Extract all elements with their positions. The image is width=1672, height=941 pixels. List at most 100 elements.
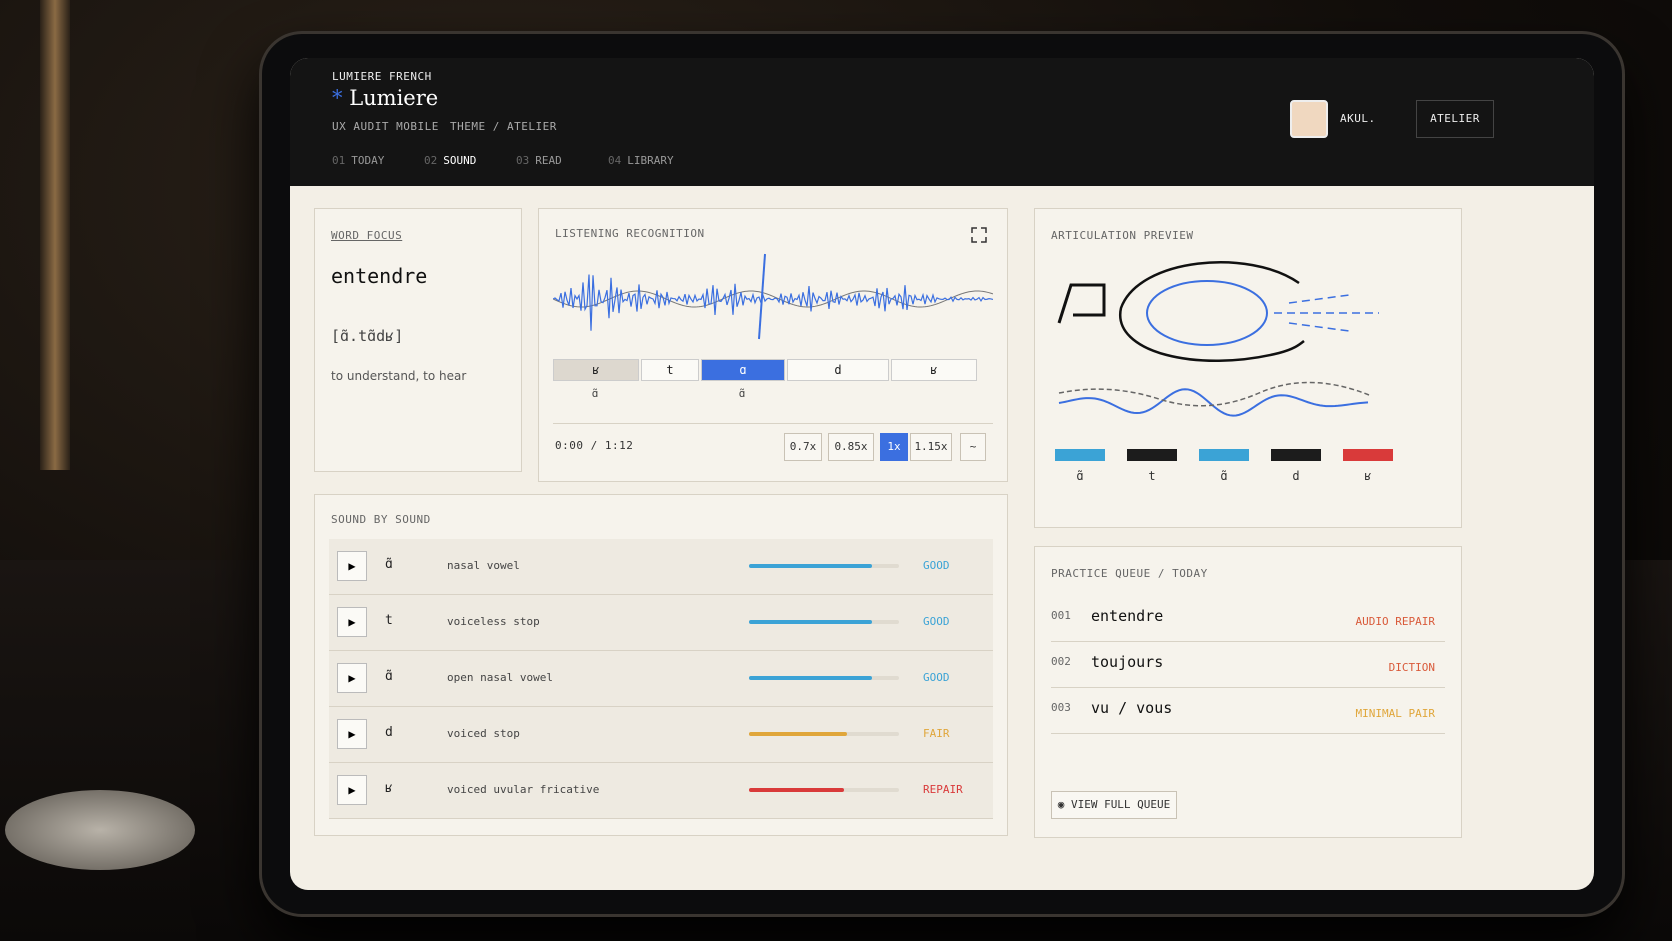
phoneme-swatch xyxy=(1199,449,1249,461)
tab[interactable]: 02 SOUND xyxy=(424,154,476,167)
sound-description: voiced stop xyxy=(447,727,520,740)
card-title: WORD FOCUS xyxy=(331,229,403,242)
score-bar xyxy=(749,620,872,624)
sound-description: voiceless stop xyxy=(447,615,540,628)
playhead xyxy=(758,253,766,340)
tab-number: 02 xyxy=(424,154,438,167)
sound-description: nasal vowel xyxy=(447,559,520,572)
screen: LUMIERE FRENCH * Lumiere UX AUDIT MOBILE… xyxy=(290,58,1594,890)
card-title: ARTICULATION PREVIEW xyxy=(1051,229,1194,242)
logo-text: Lumiere xyxy=(349,86,439,110)
card-title: LISTENING RECOGNITION xyxy=(555,227,705,240)
sound-by-sound-card: SOUND BY SOUND ▶ ɑ̃ nasal vowel GOOD ▶ t voice… xyxy=(314,494,1008,836)
phoneme-symbol: d xyxy=(1292,469,1300,483)
articulation-diagram xyxy=(1057,261,1379,417)
tab-label: TODAY xyxy=(351,154,385,167)
sound-symbol: ʁ xyxy=(385,781,393,796)
score-bar xyxy=(749,564,872,568)
tab[interactable]: 01 TODAY xyxy=(332,154,384,167)
queue-item[interactable]: 001 entendre AUDIO REPAIR xyxy=(1051,597,1445,642)
play-button[interactable]: ▶ xyxy=(337,607,367,637)
sound-row: ▶ ɑ̃ nasal vowel GOOD xyxy=(329,539,993,595)
phoneme-under: ɑ̃ xyxy=(591,387,599,400)
queue-tag: DICTION xyxy=(1388,661,1435,674)
theme: THEME / ATELIER xyxy=(450,120,557,133)
phoneme-swatch xyxy=(1127,449,1177,461)
play-button[interactable]: ▶ xyxy=(337,719,367,749)
subtitle: UX AUDIT MOBILE xyxy=(332,120,439,133)
sound-symbol: ɑ̃ xyxy=(385,557,393,572)
score-track xyxy=(749,732,899,736)
phoneme-symbol: ɑ̃ xyxy=(1076,469,1084,483)
score-bar xyxy=(749,732,847,736)
phoneme-under: ɑ̃ xyxy=(738,387,746,400)
avatar[interactable] xyxy=(1290,100,1328,138)
phoneme-symbol: ʁ xyxy=(1364,469,1372,483)
speed-button[interactable]: 0.7x xyxy=(784,433,822,461)
expand-icon[interactable] xyxy=(971,227,987,243)
speed-button[interactable]: 0.85x xyxy=(828,433,874,461)
queue-number: 001 xyxy=(1051,609,1071,622)
timecode: 0:00 / 1:12 xyxy=(555,439,634,452)
tab[interactable]: 03 READ xyxy=(516,154,562,167)
queue-item[interactable]: 003 vu / vous MINIMAL PAIR xyxy=(1051,689,1445,734)
curve-button[interactable]: ~ xyxy=(960,433,986,461)
score-status: GOOD xyxy=(923,559,950,572)
queue-list: 001 entendre AUDIO REPAIR 002 toujours DICTIO… xyxy=(1051,597,1445,777)
speed-controls: 0.7x 0.85x 1x 1.15x ~ xyxy=(784,433,1004,463)
queue-number: 002 xyxy=(1051,655,1071,668)
queue-word: vu / vous xyxy=(1091,699,1173,717)
phoneme-segment[interactable]: ʁ xyxy=(553,359,639,381)
score-status: REPAIR xyxy=(923,783,963,796)
play-button[interactable]: ▶ xyxy=(337,663,367,693)
sound-description: open nasal vowel xyxy=(447,671,553,684)
tab-number: 03 xyxy=(516,154,530,167)
listening-card: LISTENING RECOGNITION ʁ ɑ̃ t ɑ ɑ̃ d ʁ 0:00 / 1… xyxy=(538,208,1008,482)
sound-row: ▶ d voiced stop FAIR xyxy=(329,707,993,763)
play-button[interactable]: ▶ xyxy=(337,551,367,581)
tab-label: LIBRARY xyxy=(627,154,674,167)
tablet: LUMIERE FRENCH * Lumiere UX AUDIT MOBILE… xyxy=(262,34,1622,914)
practice-queue-card: PRACTICE QUEUE / TODAY 001 entendre AUDIO … xyxy=(1034,546,1462,838)
sound-symbol: ɑ̃ xyxy=(385,669,393,684)
phoneme-legend: ɑ̃ t ɑ̃ d ʁ xyxy=(1055,449,1445,499)
articulation-card: ARTICULATION PREVIEW ɑ̃ t ɑ̃ d ʁ xyxy=(1034,208,1462,528)
score-track xyxy=(749,620,899,624)
user-name[interactable]: AKUL. xyxy=(1340,112,1376,125)
phoneme-segment[interactable]: ɑ xyxy=(701,359,785,381)
queue-word: entendre xyxy=(1091,607,1164,625)
speed-button[interactable]: 1x xyxy=(880,433,908,461)
card-title: PRACTICE QUEUE / TODAY xyxy=(1051,567,1208,580)
phoneme-segment[interactable]: d xyxy=(787,359,889,381)
speed-button[interactable]: 1.15x xyxy=(910,433,952,461)
score-status: GOOD xyxy=(923,671,950,684)
logo: * Lumiere xyxy=(332,86,439,110)
queue-tag: AUDIO REPAIR xyxy=(1355,615,1435,628)
sound-symbol: t xyxy=(385,613,393,628)
score-status: FAIR xyxy=(923,727,950,740)
play-button[interactable]: ▶ xyxy=(337,775,367,805)
word-focus-card: WORD FOCUS entendre [ɑ̃.tɑ̃dʁ] to unders… xyxy=(314,208,522,472)
divider xyxy=(553,423,993,424)
word: entendre xyxy=(331,264,428,288)
score-track xyxy=(749,676,899,680)
phoneme-swatch xyxy=(1055,449,1105,461)
score-bar xyxy=(749,788,844,792)
gloss: to understand, to hear xyxy=(331,369,467,383)
phoneme-segment[interactable]: t xyxy=(641,359,699,381)
score-track xyxy=(749,564,899,568)
queue-item[interactable]: 002 toujours DICTION xyxy=(1051,643,1445,688)
view-queue-button[interactable]: ◉ VIEW FULL QUEUE xyxy=(1051,791,1177,819)
sound-row: ▶ ɑ̃ open nasal vowel GOOD xyxy=(329,651,993,707)
queue-tag: MINIMAL PAIR xyxy=(1355,707,1435,720)
phoneme-symbol: t xyxy=(1148,469,1156,483)
score-status: GOOD xyxy=(923,615,950,628)
phoneme-segment[interactable]: ʁ xyxy=(891,359,977,381)
score-bar xyxy=(749,676,872,680)
phoneme-swatch xyxy=(1343,449,1393,461)
tab[interactable]: 04 LIBRARY xyxy=(608,154,674,167)
queue-word: toujours xyxy=(1091,653,1164,671)
workspace-button[interactable]: ATELIER xyxy=(1416,100,1494,138)
tab-number: 01 xyxy=(332,154,346,167)
